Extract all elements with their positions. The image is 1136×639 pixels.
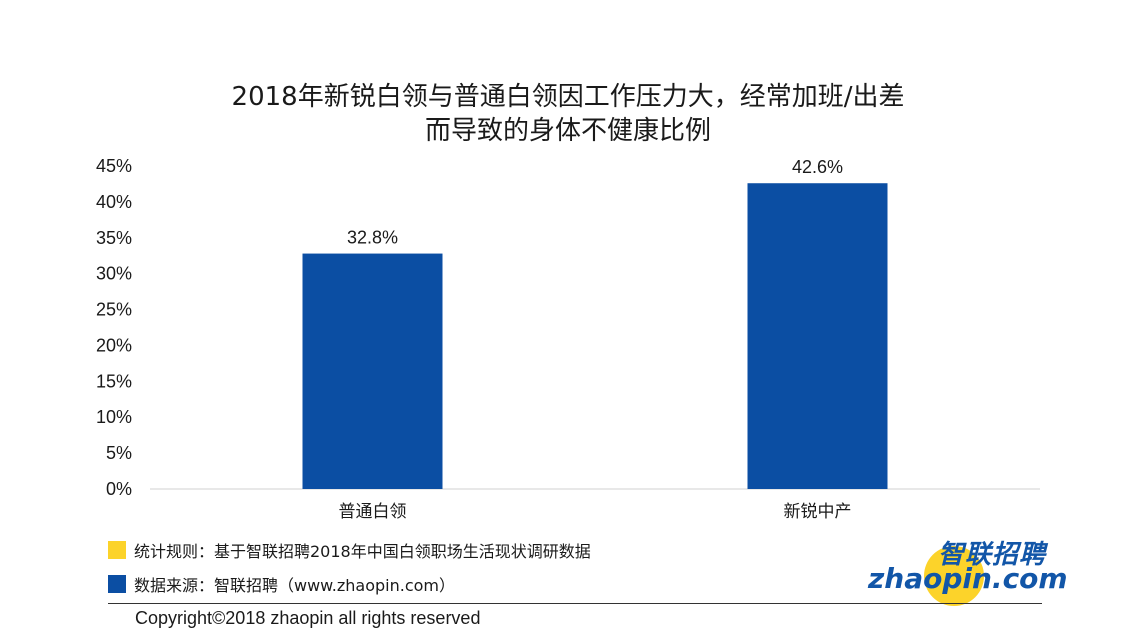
bar [747,183,888,489]
legend-source-text: 数据来源：智联招聘（www.zhaopin.com） [134,576,456,595]
legend-source-swatch [108,575,126,593]
chart-title: 2018年新锐白领与普通白领因工作压力大，经常加班/出差 而导致的身体不健康比例 [0,80,1136,148]
bar-data-label: 32.8% [347,228,398,248]
bars [302,183,888,489]
y-tick-label: 35% [96,228,132,248]
y-tick-label: 0% [106,479,132,499]
y-tick-label: 45% [96,156,132,176]
y-tick-label: 20% [96,335,132,355]
legend-source-row: 数据来源：智联招聘（www.zhaopin.com） [108,572,455,596]
zhaopin-logo: 智联招聘 zhaopin.com [868,534,1068,606]
copyright-text: Copyright©2018 zhaopin all rights reserv… [135,608,481,628]
x-tick-label: 普通白领 [339,502,407,522]
legend-rule-text: 统计规则：基于智联招聘2018年中国白领职场生活现状调研数据 [134,542,591,561]
chart-title-line-1: 2018年新锐白领与普通白领因工作压力大，经常加班/出差 [231,82,905,112]
y-tick-label: 25% [96,300,132,320]
legend-rule-swatch [108,541,126,559]
bar-data-label: 42.6% [792,157,843,177]
category-labels: 普通白领 新锐中产 [339,502,852,522]
zhaopin-logo-circle-icon [924,546,984,606]
legend-rule-row: 统计规则：基于智联招聘2018年中国白领职场生活现状调研数据 [108,538,591,562]
y-tick-label: 40% [96,192,132,212]
bar [302,253,443,489]
logo-en-text: zhaopin.com [868,562,1068,595]
x-tick-label: 新锐中产 [784,502,852,522]
y-axis-ticks: 0% 5% 10% 15% 20% 25% 30% 35% 40% 45% [96,156,132,499]
y-tick-label: 5% [106,443,132,463]
footer-divider [108,603,1042,604]
y-tick-label: 15% [96,371,132,391]
logo-cn-text: 智联招聘 [938,540,1047,570]
data-labels: 32.8% 42.6% [347,157,843,247]
y-tick-label: 10% [96,407,132,427]
chart-title-line-2: 而导致的身体不健康比例 [424,116,711,146]
y-tick-label: 30% [96,264,132,284]
